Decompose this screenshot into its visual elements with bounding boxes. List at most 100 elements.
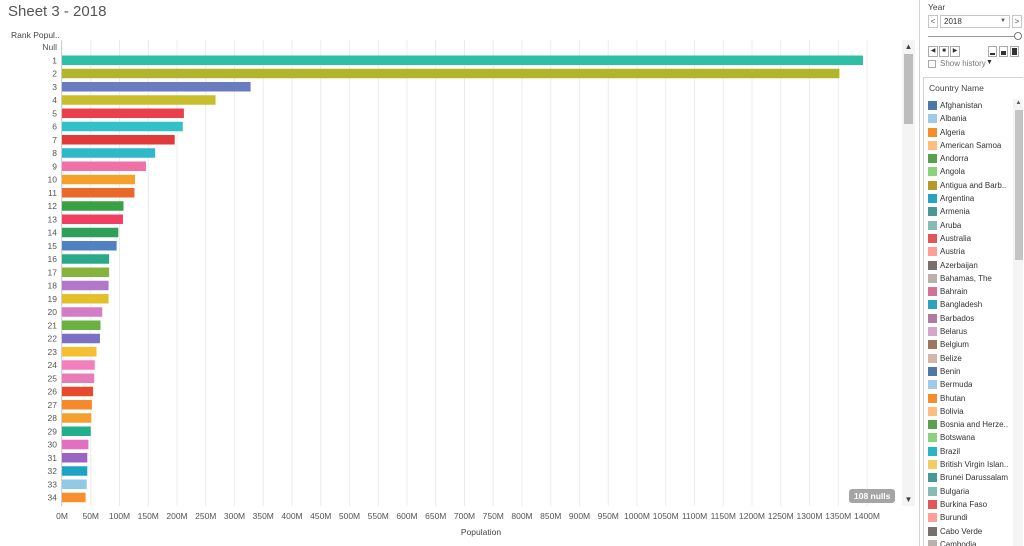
bar-rank-31[interactable] bbox=[62, 453, 88, 463]
show-history-checkbox[interactable] bbox=[928, 60, 936, 68]
legend-item[interactable]: British Virgin Islan.. bbox=[928, 458, 1014, 471]
bar-rank-32[interactable] bbox=[62, 466, 88, 476]
bar-rank-11[interactable] bbox=[62, 188, 135, 198]
legend-item[interactable]: Bhutan bbox=[928, 392, 1014, 405]
bar-rank-3[interactable] bbox=[62, 82, 251, 92]
bar-rank-18[interactable] bbox=[62, 280, 109, 291]
bar-rank-10[interactable] bbox=[62, 174, 136, 185]
legend-scroll-thumb[interactable] bbox=[1015, 110, 1023, 260]
legend-item[interactable]: Austria bbox=[928, 245, 1014, 258]
legend-item[interactable]: Benin bbox=[928, 365, 1014, 378]
x-tick-label: 1150M bbox=[711, 511, 736, 521]
chevron-up-icon[interactable]: ▲ bbox=[904, 42, 913, 51]
legend-item[interactable]: Bahrain bbox=[928, 285, 1014, 298]
bar-rank-22[interactable] bbox=[62, 333, 100, 344]
legend-item[interactable]: Belarus bbox=[928, 325, 1014, 338]
year-select-value: 2018 bbox=[944, 17, 962, 26]
legend-item[interactable]: Andorra bbox=[928, 152, 1014, 165]
bar-rank-5[interactable] bbox=[62, 108, 184, 119]
bar-rank-33[interactable] bbox=[62, 479, 87, 490]
x-tick-label: 200M bbox=[166, 511, 187, 521]
chart-scroll-thumb[interactable] bbox=[904, 54, 913, 124]
category-tick-label: 24 bbox=[48, 360, 58, 370]
legend-item[interactable]: Brunei Darussalam bbox=[928, 471, 1014, 484]
legend-item[interactable]: Bosnia and Herze.. bbox=[928, 418, 1014, 431]
legend-item[interactable]: Aruba bbox=[928, 219, 1014, 232]
bar-rank-15[interactable] bbox=[62, 241, 117, 251]
bar-rank-1[interactable] bbox=[62, 55, 863, 66]
stop-icon[interactable]: ■ bbox=[939, 46, 949, 57]
legend-item[interactable]: Antigua and Barb.. bbox=[928, 179, 1014, 192]
bar-rank-25[interactable] bbox=[62, 373, 95, 384]
x-tick-label: 50M bbox=[82, 511, 99, 521]
bar-rank-28[interactable] bbox=[62, 413, 92, 423]
year-slider-handle[interactable] bbox=[1014, 32, 1022, 40]
bar-rank-26[interactable] bbox=[62, 386, 94, 397]
bar-rank-6[interactable] bbox=[62, 121, 183, 132]
bar-rank-17[interactable] bbox=[62, 267, 110, 278]
bar-rank-20[interactable] bbox=[62, 307, 103, 317]
bar-rank-8[interactable] bbox=[62, 148, 156, 158]
legend-item[interactable]: Angola bbox=[928, 165, 1014, 178]
legend-item[interactable]: American Samoa bbox=[928, 139, 1014, 152]
legend-item[interactable]: Brazil bbox=[928, 445, 1014, 458]
nulls-indicator[interactable]: 108 nulls bbox=[849, 489, 896, 503]
chevron-down-icon[interactable]: ▼ bbox=[904, 495, 913, 504]
bar-rank-2[interactable] bbox=[62, 68, 840, 79]
bar-rank-14[interactable] bbox=[62, 227, 119, 238]
legend-item[interactable]: Cabo Verde bbox=[928, 525, 1014, 538]
bar-rank-27[interactable] bbox=[62, 400, 92, 410]
legend-item[interactable]: Burkina Faso bbox=[928, 498, 1014, 511]
category-tick-label: 9 bbox=[52, 161, 57, 171]
legend-scrollbar[interactable] bbox=[1013, 99, 1023, 546]
year-slider-track[interactable] bbox=[928, 36, 1016, 37]
step-back-icon[interactable]: ◀ bbox=[928, 46, 938, 57]
chart-scrollbar[interactable] bbox=[902, 40, 915, 506]
legend-item[interactable]: Bangladesh bbox=[928, 298, 1014, 311]
step-forward-icon[interactable]: ▶ bbox=[950, 46, 960, 57]
legend-item[interactable]: Belgium bbox=[928, 338, 1014, 351]
bar-rank-29[interactable] bbox=[62, 426, 91, 437]
x-tick-label: 100M bbox=[109, 511, 130, 521]
legend-item[interactable]: Belize bbox=[928, 352, 1014, 365]
legend-item[interactable]: Cambodia bbox=[928, 538, 1014, 546]
legend-item[interactable]: Barbados bbox=[928, 312, 1014, 325]
bar-rank-16[interactable] bbox=[62, 254, 110, 264]
bar-rank-24[interactable] bbox=[62, 360, 95, 370]
bar-rank-4[interactable] bbox=[62, 95, 216, 105]
legend-item[interactable]: Argentina bbox=[928, 192, 1014, 205]
bar-rank-7[interactable] bbox=[62, 135, 175, 145]
bar-rank-13[interactable] bbox=[62, 214, 123, 225]
bar-rank-19[interactable] bbox=[62, 294, 109, 304]
legend-item[interactable]: Algeria bbox=[928, 126, 1014, 139]
chevron-down-icon[interactable]: ▼ bbox=[986, 59, 993, 66]
legend-item[interactable]: Azerbaijan bbox=[928, 259, 1014, 272]
legend-item[interactable]: Botswana bbox=[928, 431, 1014, 444]
legend-item[interactable]: Bahamas, The bbox=[928, 272, 1014, 285]
legend-item[interactable]: Bolivia bbox=[928, 405, 1014, 418]
legend-item[interactable]: Bulgaria bbox=[928, 485, 1014, 498]
legend-item-label: Cambodia bbox=[940, 539, 977, 546]
chevron-up-icon[interactable]: ▲ bbox=[1015, 100, 1022, 106]
legend-item[interactable]: Bermuda bbox=[928, 378, 1014, 391]
speed-fast-icon[interactable] bbox=[1010, 46, 1019, 57]
legend-item[interactable]: Afghanistan bbox=[928, 99, 1014, 112]
bar-rank-34[interactable] bbox=[62, 492, 86, 503]
prev-year-button[interactable]: < bbox=[928, 15, 938, 28]
bar-rank-12[interactable] bbox=[62, 201, 124, 211]
bar-rank-21[interactable] bbox=[62, 320, 101, 331]
legend-item[interactable]: Albania bbox=[928, 112, 1014, 125]
year-select[interactable]: 2018 ▼ bbox=[940, 15, 1010, 28]
category-tick-label: 27 bbox=[48, 400, 58, 410]
legend-item[interactable]: Armenia bbox=[928, 205, 1014, 218]
legend-item[interactable]: Australia bbox=[928, 232, 1014, 245]
bar-rank-9[interactable] bbox=[62, 161, 146, 172]
speed-medium-icon[interactable] bbox=[999, 46, 1008, 57]
speed-slow-icon[interactable] bbox=[988, 46, 997, 57]
bar-rank-23[interactable] bbox=[62, 347, 97, 357]
next-year-button[interactable]: > bbox=[1012, 15, 1022, 28]
legend-item[interactable]: Burundi bbox=[928, 511, 1014, 524]
category-tick-label: 6 bbox=[52, 122, 57, 132]
legend-item-label: Albania bbox=[940, 114, 967, 124]
bar-rank-30[interactable] bbox=[62, 439, 89, 450]
